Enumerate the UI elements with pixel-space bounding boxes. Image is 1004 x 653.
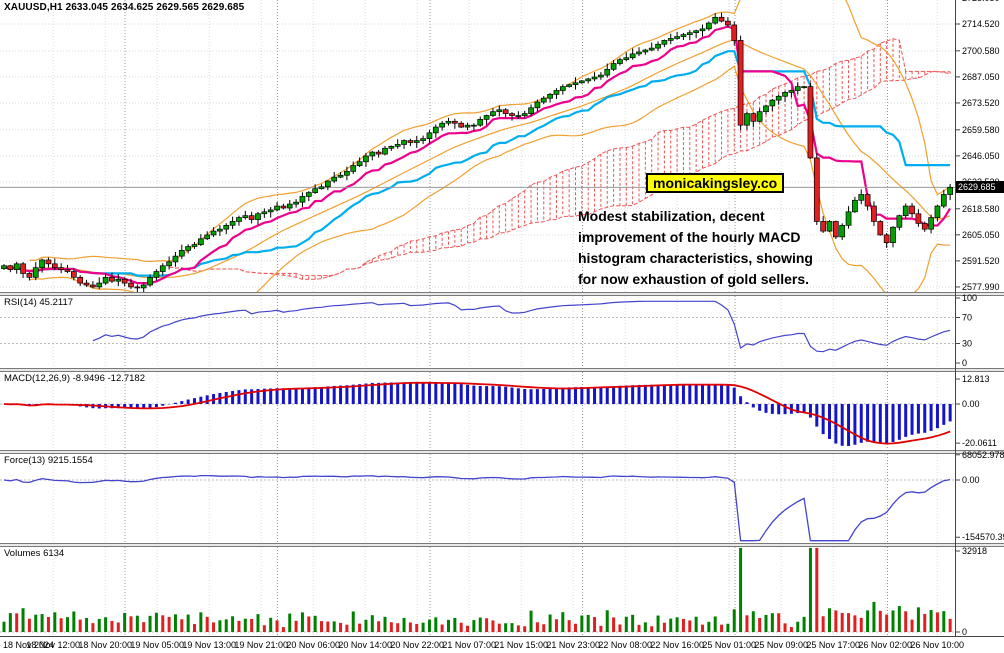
- svg-text:0.00: 0.00: [962, 399, 980, 409]
- svg-text:2714.520: 2714.520: [962, 19, 1000, 29]
- time-axis-label: 19 Nov 13:00: [182, 640, 236, 650]
- vol-pane[interactable]: [0, 547, 955, 636]
- svg-text:2646.050: 2646.050: [962, 151, 1000, 161]
- svg-text:-20.0611: -20.0611: [962, 438, 997, 448]
- analyst-annotation: Modest stabilization, decent improvement…: [578, 208, 813, 287]
- time-axis-label: 25 Nov 17:00: [806, 640, 860, 650]
- svg-text:2659.580: 2659.580: [962, 125, 1000, 135]
- svg-text:0: 0: [962, 627, 967, 637]
- svg-text:2591.520: 2591.520: [962, 256, 1000, 266]
- time-axis-label: 18 Nov 12:00: [26, 640, 80, 650]
- time-axis-label: 25 Nov 01:00: [702, 640, 756, 650]
- svg-text:2728.050: 2728.050: [962, 0, 1000, 3]
- svg-text:2577.990: 2577.990: [962, 282, 1000, 292]
- svg-text:30: 30: [962, 339, 972, 349]
- svg-text:0: 0: [962, 358, 967, 368]
- time-axis-label: 26 Nov 10:00: [910, 640, 964, 650]
- svg-text:70: 70: [962, 313, 972, 323]
- svg-text:-154570.39: -154570.39: [962, 532, 1004, 542]
- time-axis-label: 18 Nov 20:00: [78, 640, 132, 650]
- time-axis-label: 21 Nov 07:00: [442, 640, 496, 650]
- time-axis-label: 19 Nov 05:00: [130, 640, 184, 650]
- macd-indicator-label: MACD(12,26,9) -8.9496 -12.7182: [4, 373, 145, 384]
- time-axis-label: 20 Nov 06:00: [286, 640, 340, 650]
- svg-text:32918: 32918: [962, 546, 987, 556]
- rsi-indicator-label: RSI(14) 45.2117: [4, 297, 74, 308]
- symbol-title: XAUUSD,H1 2633.045 2634.625 2629.565 262…: [4, 2, 245, 13]
- svg-text:68052.9782: 68052.9782: [962, 450, 1004, 460]
- svg-text:2673.520: 2673.520: [962, 98, 1000, 108]
- watermark-badge: monicakingsley.co: [646, 173, 785, 193]
- time-axis-label: 22 Nov 08:00: [598, 640, 652, 650]
- time-axis-label: 18 Nov 2024: [3, 640, 54, 650]
- time-axis-label: 21 Nov 23:00: [546, 640, 600, 650]
- svg-text:2618.580: 2618.580: [962, 204, 1000, 214]
- main-pane[interactable]: [0, 0, 955, 304]
- time-axis-label: 19 Nov 21:00: [234, 640, 288, 650]
- svg-text:0.00: 0.00: [962, 475, 980, 485]
- force-indicator-label: Force(13) 9215.1554: [4, 455, 93, 466]
- svg-text:100: 100: [962, 293, 977, 303]
- volumes-indicator-label: Volumes 6134: [4, 548, 65, 559]
- current-price-tag: 2629.685: [956, 181, 1004, 193]
- svg-text:2687.050: 2687.050: [962, 72, 1000, 82]
- time-axis-label: 25 Nov 09:00: [754, 640, 808, 650]
- time-axis-label: 20 Nov 14:00: [338, 640, 392, 650]
- time-axis-label: 26 Nov 02:00: [858, 640, 912, 650]
- time-axis-label: 22 Nov 16:00: [650, 640, 704, 650]
- macd-pane[interactable]: [0, 372, 955, 450]
- time-axis-label: 21 Nov 15:00: [494, 640, 548, 650]
- rsi-pane[interactable]: [0, 296, 955, 368]
- force-pane[interactable]: [0, 454, 955, 543]
- svg-text:12.813: 12.813: [962, 374, 990, 384]
- svg-text:2700.580: 2700.580: [962, 46, 1000, 56]
- svg-text:2605.050: 2605.050: [962, 230, 1000, 240]
- time-axis-label: 20 Nov 22:00: [390, 640, 444, 650]
